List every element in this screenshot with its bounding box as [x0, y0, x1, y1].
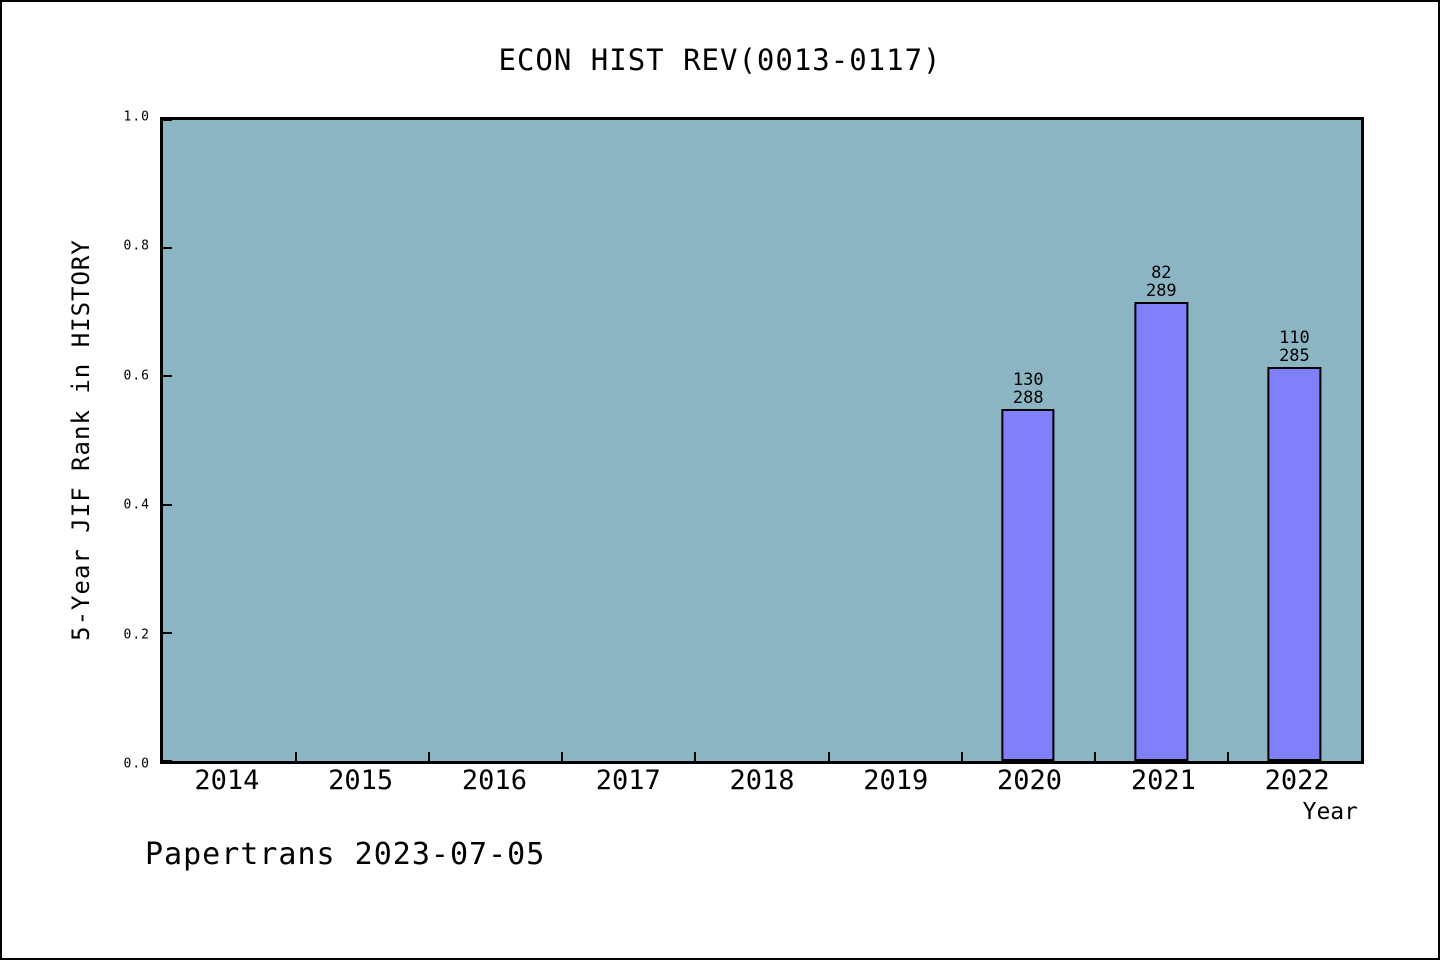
watermark-text: Papertrans 2023-07-05 [145, 837, 546, 872]
bar-value-line: 130 [1012, 370, 1044, 391]
x-tick-mark [1093, 752, 1096, 761]
bar-fill [1001, 409, 1055, 761]
x-tick-mark [1226, 752, 1229, 761]
x-tick-year-label: 2021 [1130, 765, 1196, 796]
bar-value-label: 130 288 [1013, 371, 1044, 409]
bar: 130 288 [1001, 371, 1055, 761]
bar-value-line: 82 [1151, 262, 1172, 283]
y-tick-label: 0.2 [123, 627, 150, 643]
x-tick-year-label: 2017 [595, 765, 661, 796]
y-tick-mark [163, 375, 172, 378]
x-tick-mark [561, 752, 564, 761]
x-tick-mark [960, 752, 963, 761]
y-tick-mark [163, 760, 172, 762]
x-axis-label: Year [1302, 799, 1358, 825]
x-tick-year-label: 2015 [328, 765, 394, 796]
y-tick-label: 0.6 [123, 368, 150, 384]
x-tick-year-label: 2016 [461, 765, 527, 796]
bar-fill [1134, 301, 1188, 761]
x-tick-mark [428, 752, 431, 761]
y-axis-tick-labels: 0.0 0.2 0.4 0.6 0.8 1.0 [2, 110, 150, 772]
y-tick-mark [163, 247, 172, 250]
bar-value-label: 82 289 [1146, 264, 1177, 302]
bar: 82 289 [1134, 264, 1188, 761]
bar-value-line: 110 [1279, 328, 1310, 349]
x-tick-mark [295, 752, 298, 761]
y-tick-label: 0.0 [123, 756, 150, 772]
x-tick-year-label: 2018 [729, 765, 795, 796]
y-tick-label: 1.0 [123, 109, 150, 125]
bar-value-line: 289 [1145, 280, 1177, 301]
bar-value-line: 288 [1012, 388, 1044, 409]
x-tick-mark [827, 752, 830, 761]
x-tick-year-label: 2014 [194, 765, 260, 796]
y-tick-mark [163, 503, 172, 506]
x-tick-year-label: 2019 [863, 765, 929, 796]
x-tick-mark [694, 752, 697, 761]
y-tick-mark [163, 119, 172, 121]
y-tick-label: 0.8 [123, 238, 150, 254]
x-axis-tick-labels: 2014 2015 2016 2017 2018 2019 2020 2021 2022 [160, 765, 1364, 797]
bar-fill [1267, 367, 1322, 761]
chart-title: ECON HIST REV(0013-0117) [498, 43, 942, 77]
plot-area: 130 288 82 289 110 285 [160, 117, 1364, 764]
bar-value-label: 110 285 [1279, 329, 1310, 367]
x-tick-year-label: 2020 [997, 765, 1063, 796]
bar: 110 285 [1267, 329, 1322, 761]
x-tick-year-label: 2022 [1264, 765, 1330, 796]
y-tick-label: 0.4 [123, 497, 150, 513]
bar-value-line: 285 [1279, 346, 1310, 367]
y-tick-mark [163, 631, 172, 634]
